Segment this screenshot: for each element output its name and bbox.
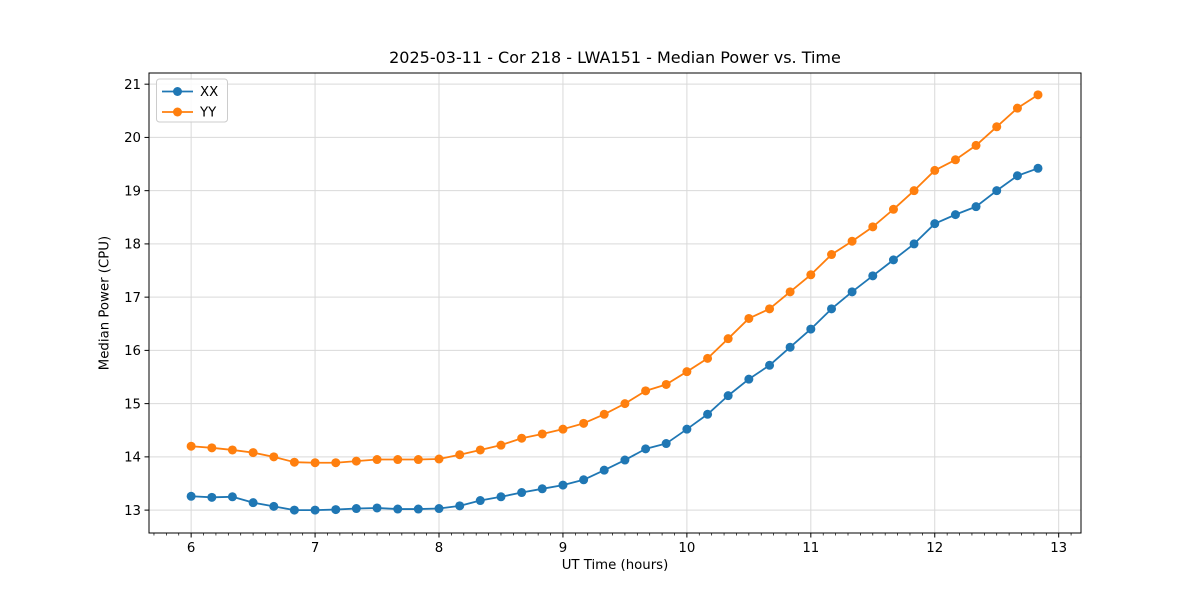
x-tick-labels: 6 7 8 9 10 11 12 13: [187, 541, 1067, 556]
legend-label-XX: XX: [200, 85, 218, 100]
minor-ticks: [153, 533, 1072, 536]
y-tick-labels: 13 14 15 16 17 18 19 20 21: [124, 78, 141, 519]
svg-text:19: 19: [124, 184, 141, 199]
series-XX: [186, 163, 1043, 515]
svg-text:12: 12: [926, 541, 943, 556]
svg-text:10: 10: [678, 541, 695, 556]
axes-frame: [148, 72, 1082, 534]
x-axis-label: UT Time (hours): [561, 558, 669, 573]
svg-text:14: 14: [124, 451, 141, 466]
svg-text:20: 20: [124, 131, 141, 146]
svg-text:15: 15: [124, 397, 141, 412]
svg-text:17: 17: [124, 291, 141, 306]
svg-text:8: 8: [435, 541, 443, 556]
series-YY: [186, 90, 1043, 468]
legend-label-YY: YY: [199, 106, 217, 121]
svg-text:13: 13: [124, 504, 141, 519]
svg-text:21: 21: [124, 78, 141, 93]
svg-text:13: 13: [1050, 541, 1067, 556]
grid-lines: [149, 73, 1081, 533]
legend: XX YY: [156, 78, 228, 123]
svg-text:6: 6: [187, 541, 195, 556]
chart-title: 2025-03-11 - Cor 218 - LWA151 - Median P…: [389, 48, 841, 67]
svg-text:18: 18: [124, 238, 141, 253]
major-ticks: [144, 83, 1060, 538]
svg-text:9: 9: [559, 541, 567, 556]
svg-text:16: 16: [124, 344, 141, 359]
svg-text:7: 7: [311, 541, 319, 556]
svg-text:11: 11: [802, 541, 819, 556]
